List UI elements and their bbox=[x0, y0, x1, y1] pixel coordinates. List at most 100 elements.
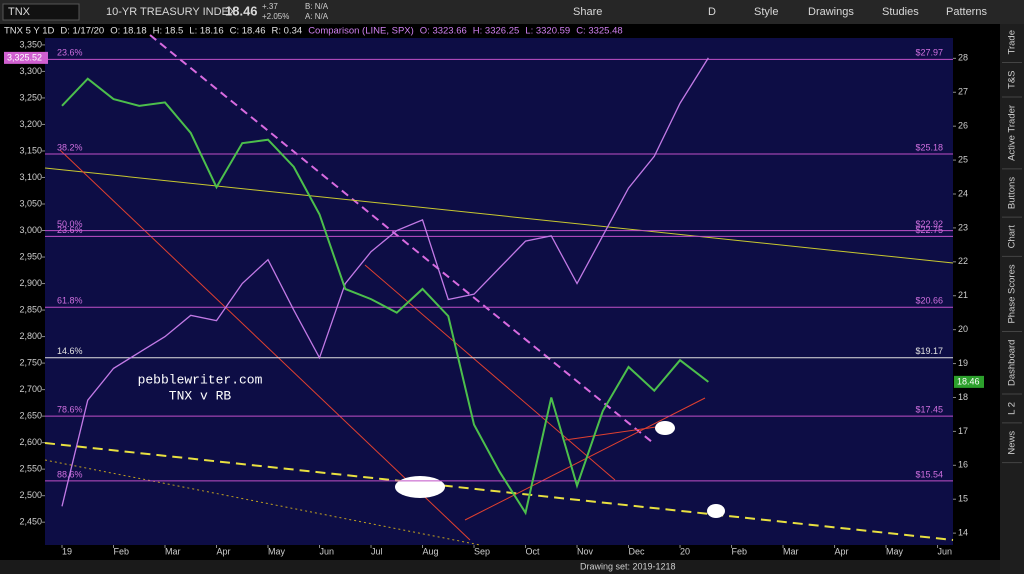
x-tick-label: May bbox=[268, 546, 286, 556]
y-tick-label: 2,650 bbox=[19, 411, 42, 421]
side-tab[interactable]: Phase Scores bbox=[1007, 264, 1018, 323]
plot-area bbox=[45, 38, 953, 545]
y2-tick-label: 26 bbox=[958, 121, 968, 131]
side-tab[interactable]: Dashboard bbox=[1007, 340, 1018, 386]
side-tab[interactable]: News bbox=[1007, 431, 1018, 455]
y2-tick-label: 22 bbox=[958, 256, 968, 266]
y2-tick-label: 17 bbox=[958, 426, 968, 436]
y-tick-label: 2,550 bbox=[19, 464, 42, 474]
level-label: $25.18 bbox=[915, 142, 943, 152]
level-pct: 23.6% bbox=[57, 48, 83, 58]
x-tick-label: Feb bbox=[732, 546, 748, 556]
trend-line bbox=[44, 459, 481, 546]
annotation: TNX v RB bbox=[169, 388, 232, 403]
y-tick-label: 2,900 bbox=[19, 278, 42, 288]
footer-bar bbox=[0, 560, 1000, 574]
info-item: TNX 5 Y 1D bbox=[4, 26, 54, 37]
x-tick-label: Aug bbox=[423, 546, 439, 556]
info-item: C: 3325.48 bbox=[576, 26, 622, 37]
side-tab[interactable]: Chart bbox=[1007, 225, 1018, 249]
info-item: L: 18.16 bbox=[189, 26, 223, 37]
info-item: L: 3320.59 bbox=[525, 26, 570, 37]
level-label: $22.92 bbox=[915, 219, 943, 229]
share-button[interactable]: Share bbox=[573, 6, 602, 18]
trend-line bbox=[564, 424, 671, 441]
y2-tick-label: 21 bbox=[958, 290, 968, 300]
y2-tick-label: 18 bbox=[958, 392, 968, 402]
price-badge bbox=[954, 375, 984, 388]
x-tick-label: Mar bbox=[165, 546, 181, 556]
trend-line bbox=[44, 442, 954, 541]
y2-tick-label: 20 bbox=[958, 324, 968, 334]
info-item: Comparison (LINE, SPX) bbox=[308, 26, 414, 37]
side-tab[interactable]: Trade bbox=[1007, 30, 1018, 54]
y2-tick-label: 24 bbox=[958, 188, 968, 198]
y-tick-label: 2,600 bbox=[19, 437, 42, 447]
y2-tick-label: 15 bbox=[958, 494, 968, 504]
trend-line bbox=[149, 34, 653, 443]
level-pct: 38.2% bbox=[57, 142, 83, 152]
x-tick-label: Jun bbox=[938, 546, 953, 556]
side-tab[interactable]: L 2 bbox=[1007, 402, 1018, 415]
y-tick-label: 3,250 bbox=[19, 92, 42, 102]
change-pct: +2.05% bbox=[262, 12, 289, 21]
x-tick-label: Feb bbox=[113, 546, 129, 556]
symbol-box[interactable] bbox=[2, 3, 80, 21]
y-tick-label: 3,350 bbox=[19, 39, 42, 49]
trend-line bbox=[44, 167, 954, 264]
x-tick-label: Jul bbox=[371, 546, 383, 556]
side-tab[interactable]: T&S bbox=[1007, 70, 1018, 88]
y2-tick-label: 14 bbox=[958, 528, 968, 538]
style-button[interactable]: Style bbox=[754, 6, 778, 18]
level-label: $20.66 bbox=[915, 296, 943, 306]
y-tick-label: 3,300 bbox=[19, 66, 42, 76]
x-tick-label: Apr bbox=[217, 546, 231, 556]
drawings bbox=[44, 34, 954, 546]
x-tick-label: Sep bbox=[474, 546, 490, 556]
footer-text: Drawing set: 2019-1218 bbox=[580, 561, 676, 571]
y2-tick-label: 25 bbox=[958, 154, 968, 164]
period-button[interactable]: D bbox=[708, 6, 716, 18]
info-item: O: 18.18 bbox=[110, 26, 146, 37]
side-tab[interactable]: Active Trader bbox=[1007, 105, 1018, 161]
level-label: $17.45 bbox=[915, 405, 943, 415]
side-tab[interactable]: Buttons bbox=[1007, 177, 1018, 209]
level-label: $27.97 bbox=[915, 48, 943, 58]
last-price: 18.46 bbox=[225, 3, 258, 18]
studies-button[interactable]: Studies bbox=[882, 6, 919, 18]
series-line bbox=[61, 77, 709, 516]
highlight bbox=[655, 421, 675, 435]
series-line bbox=[61, 57, 709, 507]
y-tick-label: 3,200 bbox=[19, 119, 42, 129]
level-label: $19.17 bbox=[915, 346, 943, 356]
y-tick-label: 3,000 bbox=[19, 225, 42, 235]
x-tick-label: Dec bbox=[629, 546, 646, 556]
patterns-button[interactable]: Patterns bbox=[946, 6, 987, 18]
description: 10-YR TREASURY INDEX bbox=[106, 6, 237, 18]
y-tick-label: 3,100 bbox=[19, 172, 42, 182]
side-bar bbox=[1000, 24, 1024, 574]
y-tick-label: 2,800 bbox=[19, 331, 42, 341]
x-tick-label: 19 bbox=[62, 546, 72, 556]
y-tick-label: 2,700 bbox=[19, 384, 42, 394]
info-item: O: 3323.66 bbox=[420, 26, 467, 37]
drawings-button[interactable]: Drawings bbox=[808, 6, 854, 18]
x-tick-label: Apr bbox=[835, 546, 849, 556]
info-item: H: 18.5 bbox=[153, 26, 184, 37]
y-tick-label: 3,050 bbox=[19, 198, 42, 208]
y-tick-label: 2,500 bbox=[19, 490, 42, 500]
level-pct: 14.6% bbox=[57, 346, 83, 356]
info-item: D: 1/17/20 bbox=[60, 26, 104, 37]
y-tick-label: 2,950 bbox=[19, 251, 42, 261]
price-badge-label: 18.46 bbox=[957, 376, 980, 386]
bid: B: N/A bbox=[305, 2, 329, 11]
y-tick-label: 3,150 bbox=[19, 145, 42, 155]
highlight bbox=[707, 504, 725, 518]
symbol: TNX bbox=[8, 6, 31, 18]
x-tick-label: Oct bbox=[526, 546, 541, 556]
y-tick-label: 2,450 bbox=[19, 517, 42, 527]
x-tick-label: 20 bbox=[680, 546, 690, 556]
annotation: pebblewriter.com bbox=[138, 372, 263, 387]
